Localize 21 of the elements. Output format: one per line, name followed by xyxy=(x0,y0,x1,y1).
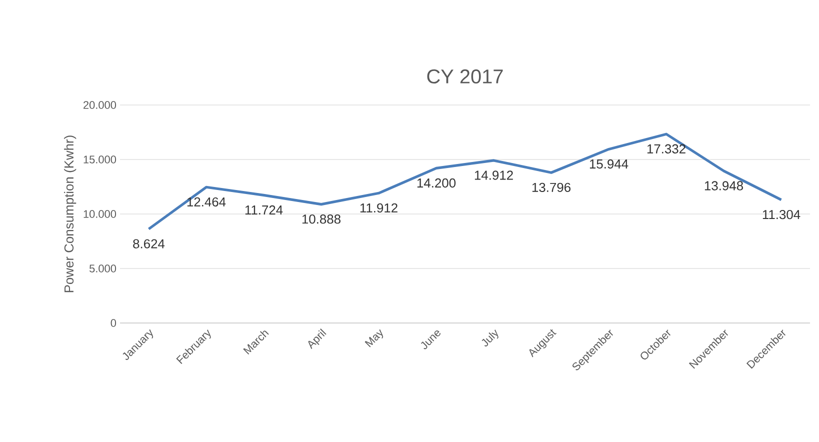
y-tick-label: 20.000 xyxy=(84,101,116,109)
y-tick-label: 15.000 xyxy=(84,156,116,164)
data-label: 8.624 xyxy=(133,239,165,248)
data-label: 10.888 xyxy=(302,214,340,224)
data-label: 13.948 xyxy=(704,181,743,190)
chart-title: CY 2017 xyxy=(427,69,503,84)
data-label: 14.912 xyxy=(474,170,513,180)
data-label: 11.304 xyxy=(762,210,800,220)
data-label: 13.796 xyxy=(532,182,570,192)
y-tick-label: 0 xyxy=(110,319,116,327)
data-label: 11.912 xyxy=(360,203,398,213)
data-label: 12.464 xyxy=(187,197,226,207)
x-tick-label: July xyxy=(482,330,498,346)
y-axis-title: Power Consumption (Kwhr) xyxy=(64,136,76,292)
data-label: 17.332 xyxy=(647,144,686,154)
data-label: 15.944 xyxy=(590,159,628,169)
x-tick-label: May xyxy=(364,329,384,348)
y-tick-label: 5.000 xyxy=(89,264,116,272)
data-label: 14.200 xyxy=(417,178,456,188)
data-label: 11.724 xyxy=(245,205,283,214)
y-tick-label: 10.000 xyxy=(84,210,116,218)
